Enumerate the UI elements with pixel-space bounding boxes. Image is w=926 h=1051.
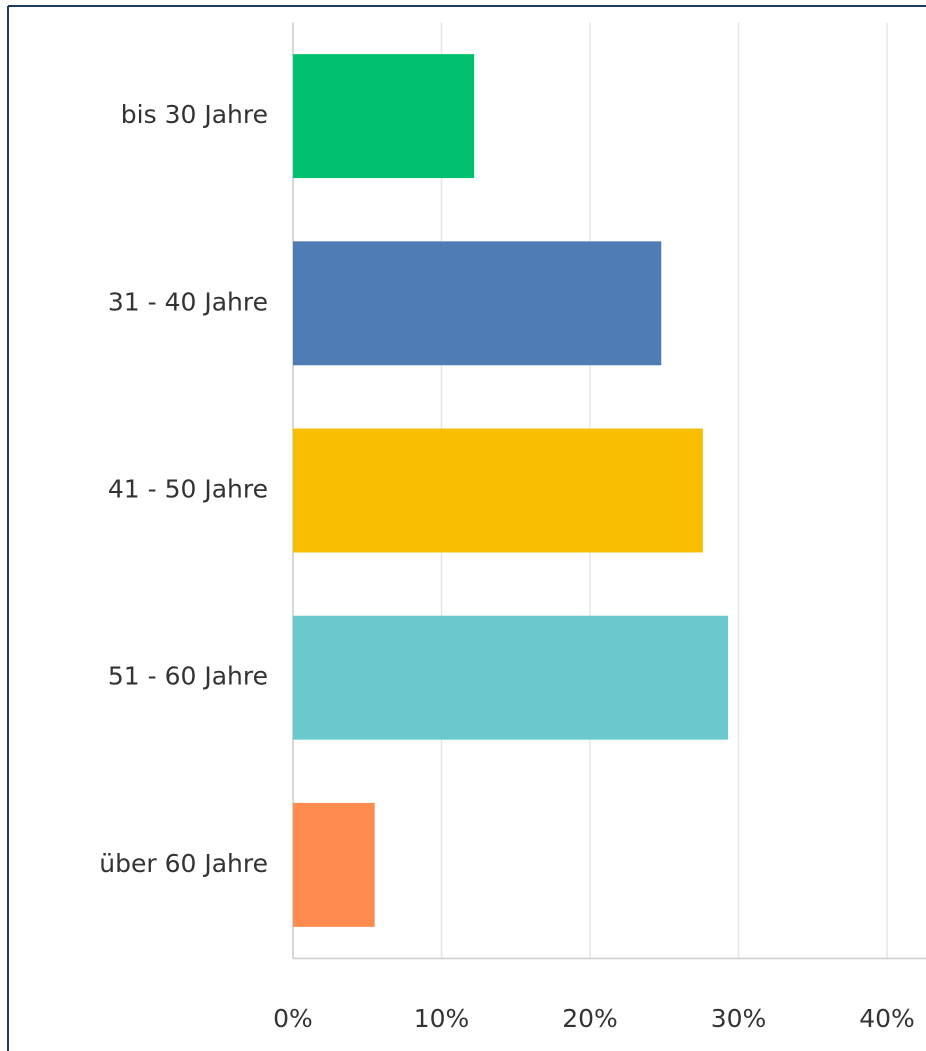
y-tick-label: 31 - 40 Jahre	[108, 287, 268, 316]
bar	[293, 54, 475, 179]
x-tick-label: 0%	[273, 1004, 313, 1033]
y-tick-label: 51 - 60 Jahre	[108, 662, 268, 691]
bar	[293, 615, 729, 740]
x-tick-label: 20%	[562, 1004, 618, 1033]
x-tick-label: 10%	[414, 1004, 470, 1033]
bar	[293, 428, 703, 553]
y-tick-label: über 60 Jahre	[99, 849, 268, 878]
y-tick-label: bis 30 Jahre	[121, 100, 268, 129]
bar	[293, 802, 375, 927]
y-tick-label: 41 - 50 Jahre	[108, 475, 268, 504]
bar	[293, 241, 662, 366]
x-tick-label: 40%	[859, 1004, 915, 1033]
x-tick-label: 30%	[711, 1004, 767, 1033]
